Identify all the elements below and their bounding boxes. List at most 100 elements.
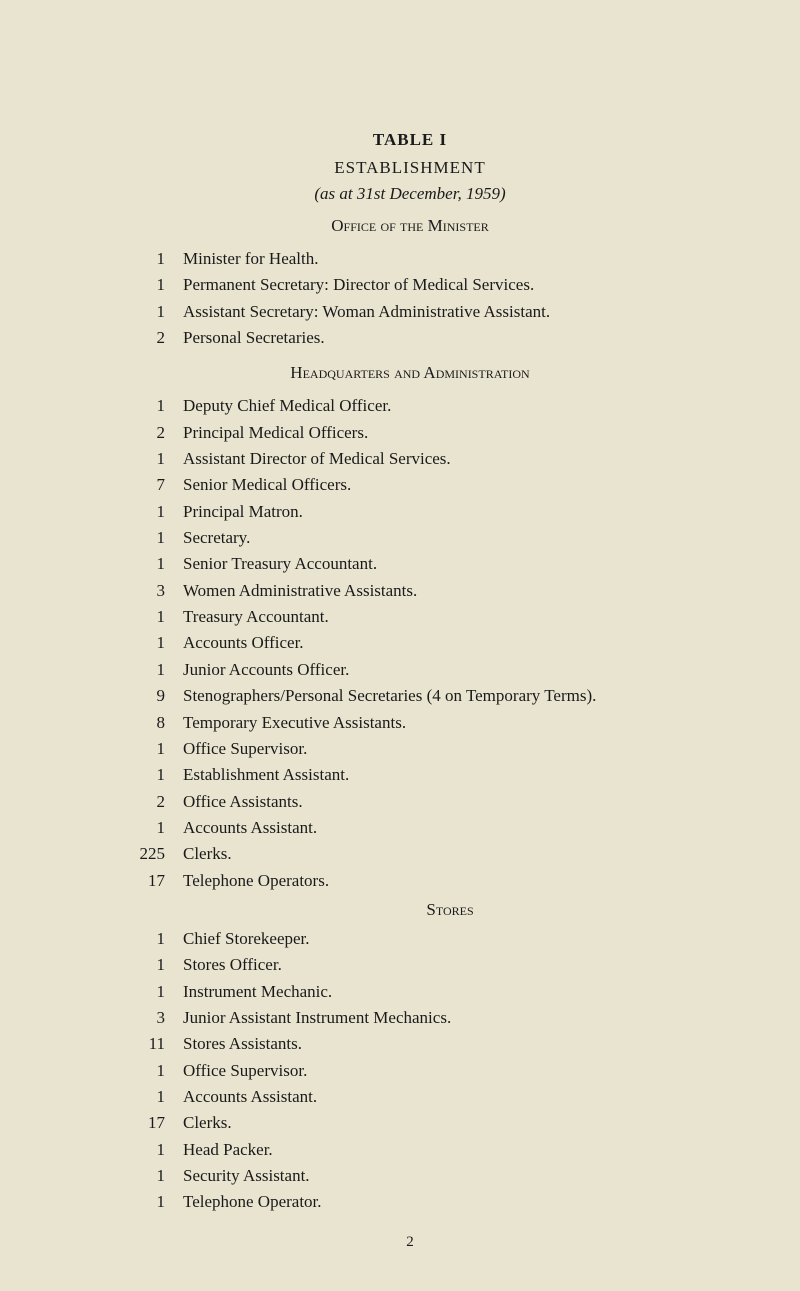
entry-label: Secretary. [183, 525, 705, 551]
entry-label: Junior Assistant Instrument Mechanics. [183, 1005, 705, 1031]
list-item: 1Secretary. [115, 525, 705, 551]
entry-count: 1 [115, 525, 183, 551]
entry-count: 1 [115, 815, 183, 841]
section-1-entries: 1Deputy Chief Medical Officer.2Principal… [115, 393, 705, 894]
entry-label: Office Supervisor. [183, 736, 705, 762]
entry-label: Head Packer. [183, 1137, 705, 1163]
entry-count: 1 [115, 499, 183, 525]
entry-count: 1 [115, 299, 183, 325]
list-item: 8Temporary Executive Assistants. [115, 710, 705, 736]
entry-label: Establishment Assistant. [183, 762, 705, 788]
list-item: 7Senior Medical Officers. [115, 472, 705, 498]
list-item: 1Permanent Secretary: Director of Medica… [115, 272, 705, 298]
section-0-entries: 1Minister for Health.1Permanent Secretar… [115, 246, 705, 351]
entry-count: 7 [115, 472, 183, 498]
list-item: 1Accounts Assistant. [115, 815, 705, 841]
page-number: 2 [115, 1234, 705, 1251]
entry-count: 1 [115, 1189, 183, 1215]
entry-count: 1 [115, 1058, 183, 1084]
list-item: 225Clerks. [115, 841, 705, 867]
entry-count: 3 [115, 1005, 183, 1031]
list-item: 1Stores Officer. [115, 952, 705, 978]
entry-label: Principal Matron. [183, 499, 705, 525]
entry-count: 11 [115, 1031, 183, 1057]
list-item: 1Deputy Chief Medical Officer. [115, 393, 705, 419]
entry-label: Women Administrative Assistants. [183, 578, 705, 604]
section-header-0: Office of the Minister [115, 216, 705, 236]
entry-label: Instrument Mechanic. [183, 979, 705, 1005]
list-item: 1Accounts Assistant. [115, 1084, 705, 1110]
list-item: 2Office Assistants. [115, 789, 705, 815]
entry-label: Clerks. [183, 1110, 705, 1136]
entry-label: Senior Medical Officers. [183, 472, 705, 498]
entry-count: 2 [115, 789, 183, 815]
list-item: 1Telephone Operator. [115, 1189, 705, 1215]
entry-count: 1 [115, 736, 183, 762]
list-item: 17Clerks. [115, 1110, 705, 1136]
entry-label: Principal Medical Officers. [183, 420, 705, 446]
list-item: 1Establishment Assistant. [115, 762, 705, 788]
entry-count: 1 [115, 551, 183, 577]
list-item: 1Security Assistant. [115, 1163, 705, 1189]
list-item: 1Office Supervisor. [115, 736, 705, 762]
entry-count: 1 [115, 657, 183, 683]
entry-label: Accounts Officer. [183, 630, 705, 656]
entry-label: Stores Officer. [183, 952, 705, 978]
entry-count: 1 [115, 1163, 183, 1189]
entry-count: 1 [115, 1084, 183, 1110]
entry-count: 1 [115, 1137, 183, 1163]
list-item: 1Assistant Director of Medical Services. [115, 446, 705, 472]
table-date: (as at 31st December, 1959) [115, 184, 705, 204]
table-title: TABLE I [115, 130, 705, 150]
entry-count: 9 [115, 683, 183, 709]
section-2-entries: 1Chief Storekeeper.1Stores Officer.1Inst… [115, 926, 705, 1216]
section-header-2: Stores [115, 900, 705, 920]
list-item: 9Stenographers/Personal Secretaries (4 o… [115, 683, 705, 709]
entry-count: 1 [115, 272, 183, 298]
list-item: 1Office Supervisor. [115, 1058, 705, 1084]
entry-label: Telephone Operators. [183, 868, 705, 894]
list-item: 1Principal Matron. [115, 499, 705, 525]
entry-label: Treasury Accountant. [183, 604, 705, 630]
list-item: 2Personal Secretaries. [115, 325, 705, 351]
entry-count: 2 [115, 325, 183, 351]
entry-label: Permanent Secretary: Director of Medical… [183, 272, 705, 298]
list-item: 1Senior Treasury Accountant. [115, 551, 705, 577]
list-item: 11Stores Assistants. [115, 1031, 705, 1057]
entry-count: 1 [115, 604, 183, 630]
entry-label: Clerks. [183, 841, 705, 867]
entry-count: 1 [115, 762, 183, 788]
entry-count: 17 [115, 1110, 183, 1136]
entry-label: Temporary Executive Assistants. [183, 710, 705, 736]
entry-count: 225 [115, 841, 183, 867]
document-page: TABLE I ESTABLISHMENT (as at 31st Decemb… [0, 0, 800, 1291]
entry-label: Senior Treasury Accountant. [183, 551, 705, 577]
entry-count: 8 [115, 710, 183, 736]
entry-count: 1 [115, 393, 183, 419]
list-item: 17Telephone Operators. [115, 868, 705, 894]
entry-label: Assistant Director of Medical Services. [183, 446, 705, 472]
entry-label: Security Assistant. [183, 1163, 705, 1189]
entry-count: 1 [115, 246, 183, 272]
entry-label: Stenographers/Personal Secretaries (4 on… [183, 683, 705, 709]
entry-label: Telephone Operator. [183, 1189, 705, 1215]
entry-count: 1 [115, 952, 183, 978]
list-item: 1Minister for Health. [115, 246, 705, 272]
list-item: 1Assistant Secretary: Woman Administrati… [115, 299, 705, 325]
entry-label: Minister for Health. [183, 246, 705, 272]
entry-count: 2 [115, 420, 183, 446]
list-item: 1Junior Accounts Officer. [115, 657, 705, 683]
entry-label: Personal Secretaries. [183, 325, 705, 351]
list-item: 3Junior Assistant Instrument Mechanics. [115, 1005, 705, 1031]
entry-count: 1 [115, 630, 183, 656]
entry-label: Junior Accounts Officer. [183, 657, 705, 683]
entry-count: 3 [115, 578, 183, 604]
table-subtitle: ESTABLISHMENT [115, 158, 705, 178]
list-item: 1Accounts Officer. [115, 630, 705, 656]
entry-count: 1 [115, 926, 183, 952]
list-item: 2Principal Medical Officers. [115, 420, 705, 446]
list-item: 1Head Packer. [115, 1137, 705, 1163]
entry-label: Accounts Assistant. [183, 1084, 705, 1110]
entry-label: Chief Storekeeper. [183, 926, 705, 952]
entry-label: Accounts Assistant. [183, 815, 705, 841]
